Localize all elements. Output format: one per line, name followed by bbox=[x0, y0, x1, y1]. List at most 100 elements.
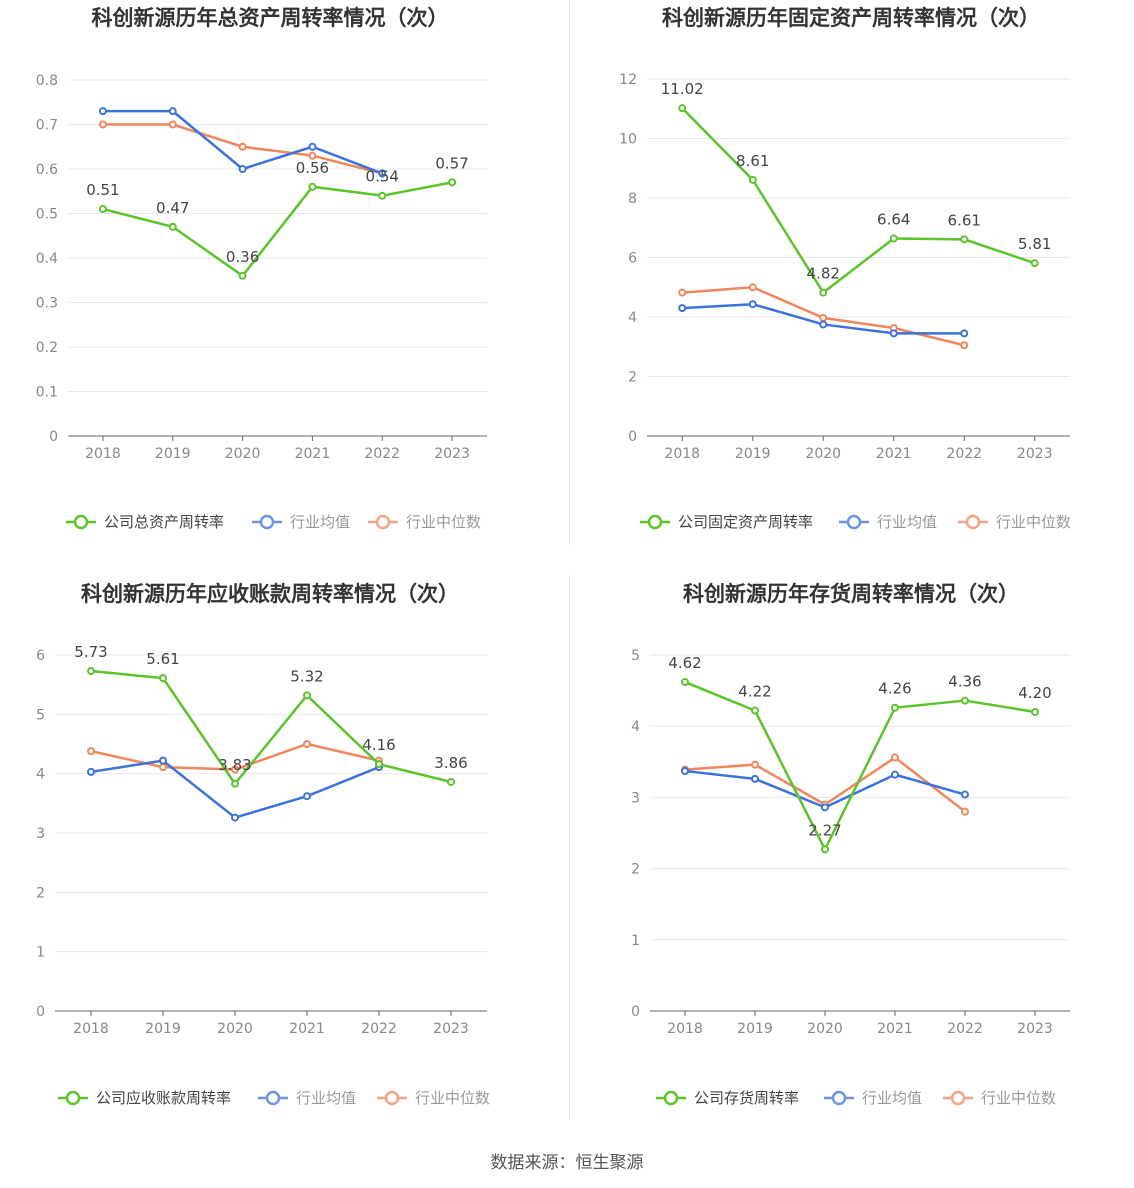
data-label: 0.51 bbox=[86, 181, 119, 199]
legend-label: 行业中位数 bbox=[981, 1089, 1056, 1107]
chart-title: 科创新源历年固定资产周转率情况（次） bbox=[662, 6, 1040, 30]
industry-median-data-point bbox=[308, 151, 317, 160]
legend-item-industry-average[interactable]: 行业均值 bbox=[252, 513, 350, 531]
legend-label: 行业均值 bbox=[296, 1089, 356, 1107]
x-tick-label: 2021 bbox=[877, 1021, 913, 1037]
industry-average-data-point bbox=[681, 767, 689, 776]
legend-marker bbox=[259, 514, 275, 530]
legend-marker bbox=[846, 514, 862, 530]
x-tick-label: 2020 bbox=[807, 1021, 843, 1037]
industry-average-data-point bbox=[961, 790, 969, 799]
company-data-point bbox=[447, 777, 455, 786]
x-tick-label: 2022 bbox=[946, 446, 982, 462]
industry-median-data-point bbox=[678, 288, 687, 297]
legend-item-company[interactable]: 公司总资产周转率 bbox=[66, 513, 224, 531]
data-label: 6.64 bbox=[877, 210, 910, 228]
y-tick-label: 0 bbox=[628, 429, 637, 445]
y-tick-label: 0.5 bbox=[36, 207, 58, 223]
y-tick-label: 0.2 bbox=[36, 340, 58, 356]
legend-item-industry-median[interactable]: 行业中位数 bbox=[368, 513, 481, 531]
company-data-point bbox=[748, 175, 757, 184]
industry-average-data-point bbox=[168, 107, 177, 116]
y-tick-label: 4 bbox=[631, 719, 640, 735]
x-tick-label: 2020 bbox=[225, 446, 261, 462]
x-tick-label: 2019 bbox=[145, 1021, 181, 1037]
industry-median-data-point bbox=[159, 763, 167, 772]
data-label: 8.61 bbox=[736, 152, 769, 170]
industry-median-data-point bbox=[819, 313, 828, 322]
legend-marker bbox=[65, 1090, 81, 1106]
legend-label: 行业中位数 bbox=[996, 513, 1071, 531]
company-data-point bbox=[821, 845, 829, 854]
y-tick-label: 2 bbox=[628, 370, 637, 386]
x-tick-label: 2021 bbox=[295, 446, 331, 462]
industry-average-data-point bbox=[98, 107, 107, 116]
industry-median-data-point bbox=[238, 142, 247, 151]
data-label: 5.81 bbox=[1018, 235, 1051, 253]
data-label: 3.83 bbox=[218, 756, 251, 774]
company-data-point bbox=[378, 191, 387, 200]
data-label: 4.36 bbox=[948, 673, 981, 691]
industry-average-data-point bbox=[889, 329, 898, 338]
legend-item-industry-median[interactable]: 行业中位数 bbox=[943, 1089, 1056, 1107]
y-tick-label: 5 bbox=[631, 648, 640, 664]
legend-marker bbox=[831, 1090, 847, 1106]
industry-average-series-line bbox=[102, 109, 383, 175]
x-tick-label: 2023 bbox=[434, 446, 470, 462]
legend-label: 行业均值 bbox=[290, 513, 350, 531]
chart-panel-receivables-turnover: 科创新源历年应收账款周转率情况（次） 0 1 2 3 4 5 6 2018 2019 2020 202… bbox=[0, 570, 567, 1140]
y-tick-label: 2 bbox=[36, 885, 45, 901]
company-data-point bbox=[168, 222, 177, 231]
company-data-point bbox=[960, 235, 969, 244]
legend-item-industry-median[interactable]: 行业中位数 bbox=[958, 513, 1071, 531]
data-label: 11.02 bbox=[661, 80, 704, 98]
chart-title: 科创新源历年应收账款周转率情况（次） bbox=[81, 582, 459, 606]
legend-item-company[interactable]: 公司存货周转率 bbox=[656, 1089, 799, 1107]
chart-fixed-asset-turnover: 科创新源历年固定资产周转率情况（次） 0 2 4 6 8 10 12 2018 2019 2020 2… bbox=[619, 6, 1071, 531]
x-tick-label: 2019 bbox=[155, 446, 191, 462]
panel-divider-bottom bbox=[569, 575, 570, 1120]
y-tick-label: 0 bbox=[49, 429, 58, 445]
industry-median-data-point bbox=[961, 807, 969, 816]
x-tick-label: 2023 bbox=[1017, 446, 1053, 462]
legend-label: 行业中位数 bbox=[406, 513, 481, 531]
legend-label: 行业均值 bbox=[877, 513, 937, 531]
y-tick-label: 0.6 bbox=[36, 162, 58, 178]
x-tick-label: 2021 bbox=[289, 1021, 325, 1037]
data-label: 0.56 bbox=[296, 159, 329, 177]
legend-item-industry-median[interactable]: 行业中位数 bbox=[377, 1089, 490, 1107]
y-tick-label: 1 bbox=[36, 945, 45, 961]
company-data-point bbox=[961, 696, 969, 705]
company-series-line bbox=[90, 669, 452, 786]
y-tick-label: 6 bbox=[628, 251, 637, 267]
company-data-point bbox=[159, 674, 167, 683]
data-label: 6.61 bbox=[948, 211, 981, 229]
data-label: 4.82 bbox=[807, 265, 840, 283]
legend-marker bbox=[384, 1090, 400, 1106]
legend-item-company[interactable]: 公司固定资产周转率 bbox=[640, 513, 813, 531]
company-data-point bbox=[448, 178, 457, 187]
company-data-point bbox=[751, 706, 759, 715]
legend-item-industry-average[interactable]: 行业均值 bbox=[824, 1089, 922, 1107]
legend-marker bbox=[950, 1090, 966, 1106]
y-tick-label: 3 bbox=[36, 826, 45, 842]
x-tick-label: 2020 bbox=[805, 446, 841, 462]
company-data-point bbox=[231, 779, 239, 788]
chart-title: 科创新源历年存货周转率情况（次） bbox=[683, 582, 1019, 606]
company-data-point bbox=[819, 288, 828, 297]
data-label: 5.73 bbox=[74, 643, 107, 661]
x-tick-label: 2020 bbox=[217, 1021, 253, 1037]
company-series-line bbox=[102, 181, 453, 278]
company-data-point bbox=[678, 104, 687, 113]
legend-item-industry-average[interactable]: 行业均值 bbox=[258, 1089, 356, 1107]
x-tick-label: 2022 bbox=[364, 446, 400, 462]
legend-item-company[interactable]: 公司应收账款周转率 bbox=[58, 1089, 231, 1107]
y-tick-label: 0.7 bbox=[36, 118, 58, 134]
industry-median-data-point bbox=[98, 120, 107, 129]
company-series-line bbox=[681, 107, 1036, 294]
legend-item-industry-average[interactable]: 行业均值 bbox=[839, 513, 937, 531]
y-tick-label: 0.4 bbox=[36, 251, 58, 267]
industry-median-data-point bbox=[168, 120, 177, 129]
company-series-line bbox=[684, 680, 1036, 851]
y-tick-label: 6 bbox=[36, 648, 45, 664]
